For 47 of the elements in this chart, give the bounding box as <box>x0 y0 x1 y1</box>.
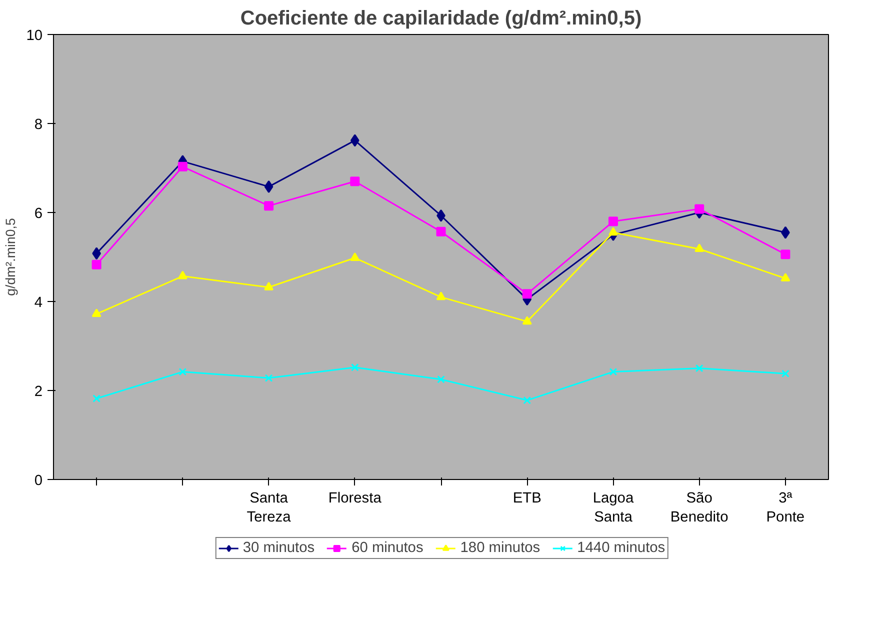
point <box>608 216 618 226</box>
point <box>780 272 790 282</box>
point <box>178 162 188 172</box>
point <box>264 374 273 382</box>
x-tick-label: ETB <box>512 490 542 506</box>
point <box>437 375 445 384</box>
point <box>782 370 790 378</box>
point <box>695 364 704 372</box>
point <box>523 396 532 404</box>
point <box>694 204 704 214</box>
point <box>609 368 618 376</box>
x-tick-label: Santa Tereza <box>246 490 292 526</box>
point <box>694 244 704 252</box>
y-tick-label: 6 <box>34 206 43 222</box>
point <box>608 227 618 236</box>
y-tick-label: 8 <box>34 117 43 133</box>
point <box>350 252 360 261</box>
point <box>92 394 100 402</box>
legend-label: 180 minutos <box>460 540 540 556</box>
point <box>522 316 532 325</box>
point <box>92 308 102 318</box>
y-tick-label: 0 <box>34 473 43 489</box>
point <box>436 226 446 236</box>
y-axis-title: g/dm².min0,5 <box>3 218 18 296</box>
x-tick-label: São Benedito <box>670 490 728 526</box>
y-tick-label: 2 <box>34 384 43 400</box>
legend-label: 60 minutos <box>352 540 424 556</box>
point <box>522 289 532 299</box>
point <box>92 260 102 270</box>
x-tick-label: Floresta <box>328 490 382 506</box>
legend-label: 30 minutos <box>242 540 315 556</box>
y-tick-label: 10 <box>26 28 43 44</box>
point <box>264 180 274 193</box>
chart-title: Coeficiente de capilaridade (g/dm².min0,5) <box>240 8 642 30</box>
point <box>350 176 360 186</box>
x-tick-label: Lagoa Santa <box>592 490 634 526</box>
point <box>264 201 274 211</box>
point <box>264 282 274 290</box>
legend-label: 1440 minutos <box>577 540 666 556</box>
point <box>350 134 360 147</box>
point <box>436 292 446 300</box>
point <box>178 270 188 280</box>
point <box>780 250 790 260</box>
point <box>350 363 359 372</box>
point <box>178 368 187 376</box>
x-tick-label: 3ª Ponte <box>766 490 805 526</box>
y-tick-label: 4 <box>34 295 43 311</box>
